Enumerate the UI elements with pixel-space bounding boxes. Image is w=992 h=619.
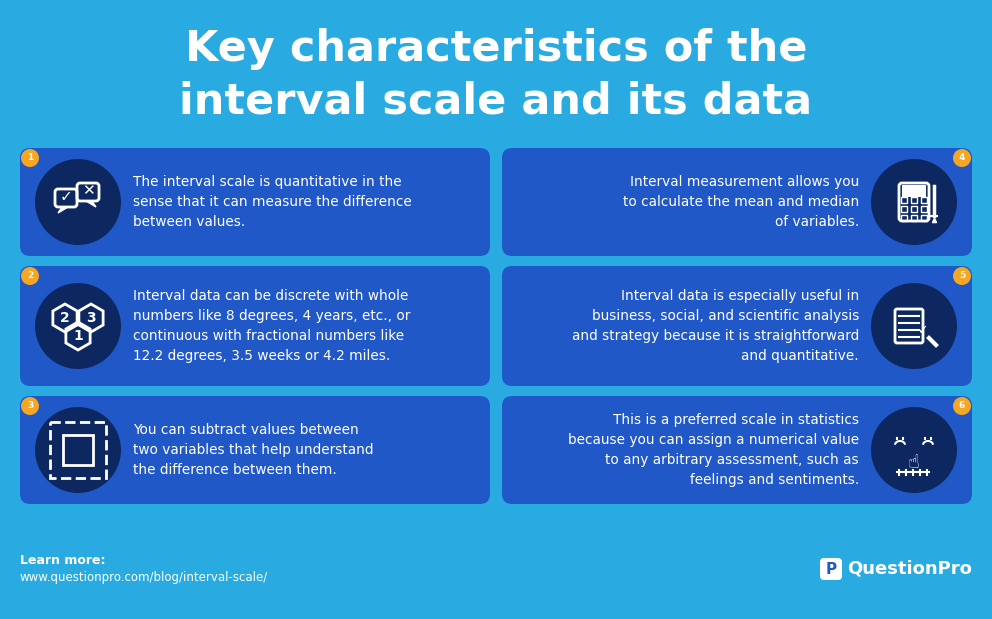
Text: 2: 2: [61, 311, 69, 325]
Text: interval scale and its data: interval scale and its data: [180, 80, 812, 122]
Text: Interval data is especially useful in
business, social, and scientific analysis
: Interval data is especially useful in bu…: [571, 289, 859, 363]
Text: ✓: ✓: [917, 324, 928, 337]
Bar: [911, 206, 917, 212]
Text: 6: 6: [959, 402, 965, 410]
Bar: [921, 215, 927, 221]
Circle shape: [35, 407, 121, 493]
Bar: [921, 197, 927, 203]
Text: Learn more:: Learn more:: [20, 554, 105, 567]
Bar: [911, 215, 917, 221]
Circle shape: [21, 267, 39, 285]
Text: QuestionPro: QuestionPro: [847, 560, 972, 578]
Text: 1: 1: [73, 329, 83, 343]
Text: ✓: ✓: [60, 189, 72, 204]
FancyBboxPatch shape: [502, 148, 972, 256]
Text: P: P: [825, 561, 836, 576]
Bar: [901, 206, 907, 212]
Polygon shape: [58, 207, 68, 213]
Text: 4: 4: [959, 154, 965, 163]
Text: ✕: ✕: [81, 183, 94, 199]
Bar: [911, 197, 917, 203]
FancyBboxPatch shape: [20, 396, 490, 504]
Bar: [901, 197, 907, 203]
Circle shape: [21, 397, 39, 415]
Text: Key characteristics of the: Key characteristics of the: [185, 28, 807, 70]
Circle shape: [871, 283, 957, 369]
Text: This is a preferred scale in statistics
because you can assign a numerical value: This is a preferred scale in statistics …: [567, 413, 859, 487]
Text: 5: 5: [959, 272, 965, 280]
Bar: [62, 435, 93, 465]
Text: The interval scale is quantitative in the
sense that it can measure the differen: The interval scale is quantitative in th…: [133, 175, 412, 229]
Text: 3: 3: [27, 402, 33, 410]
Circle shape: [871, 407, 957, 493]
Bar: [921, 206, 927, 212]
Text: ☝: ☝: [908, 452, 920, 472]
Circle shape: [953, 149, 971, 167]
Text: 1: 1: [27, 154, 33, 163]
Circle shape: [21, 149, 39, 167]
Text: Interval data can be discrete with whole
numbers like 8 degrees, 4 years, etc., : Interval data can be discrete with whole…: [133, 289, 411, 363]
Text: www.questionpro.com/blog/interval-scale/: www.questionpro.com/blog/interval-scale/: [20, 571, 268, 584]
Circle shape: [35, 283, 121, 369]
Circle shape: [35, 159, 121, 245]
FancyBboxPatch shape: [20, 266, 490, 386]
FancyBboxPatch shape: [820, 558, 842, 580]
Text: Interval measurement allows you
to calculate the mean and median
of variables.: Interval measurement allows you to calcu…: [623, 175, 859, 229]
Bar: [50, 422, 106, 478]
Text: You can subtract values between
two variables that help understand
the differenc: You can subtract values between two vari…: [133, 423, 374, 477]
Text: 3: 3: [86, 311, 96, 325]
Text: 2: 2: [27, 272, 33, 280]
FancyBboxPatch shape: [502, 266, 972, 386]
Circle shape: [953, 397, 971, 415]
FancyBboxPatch shape: [502, 396, 972, 504]
Bar: [901, 215, 907, 221]
Bar: [903, 186, 925, 196]
FancyBboxPatch shape: [20, 148, 490, 256]
Polygon shape: [86, 201, 96, 207]
Circle shape: [871, 159, 957, 245]
Circle shape: [953, 267, 971, 285]
